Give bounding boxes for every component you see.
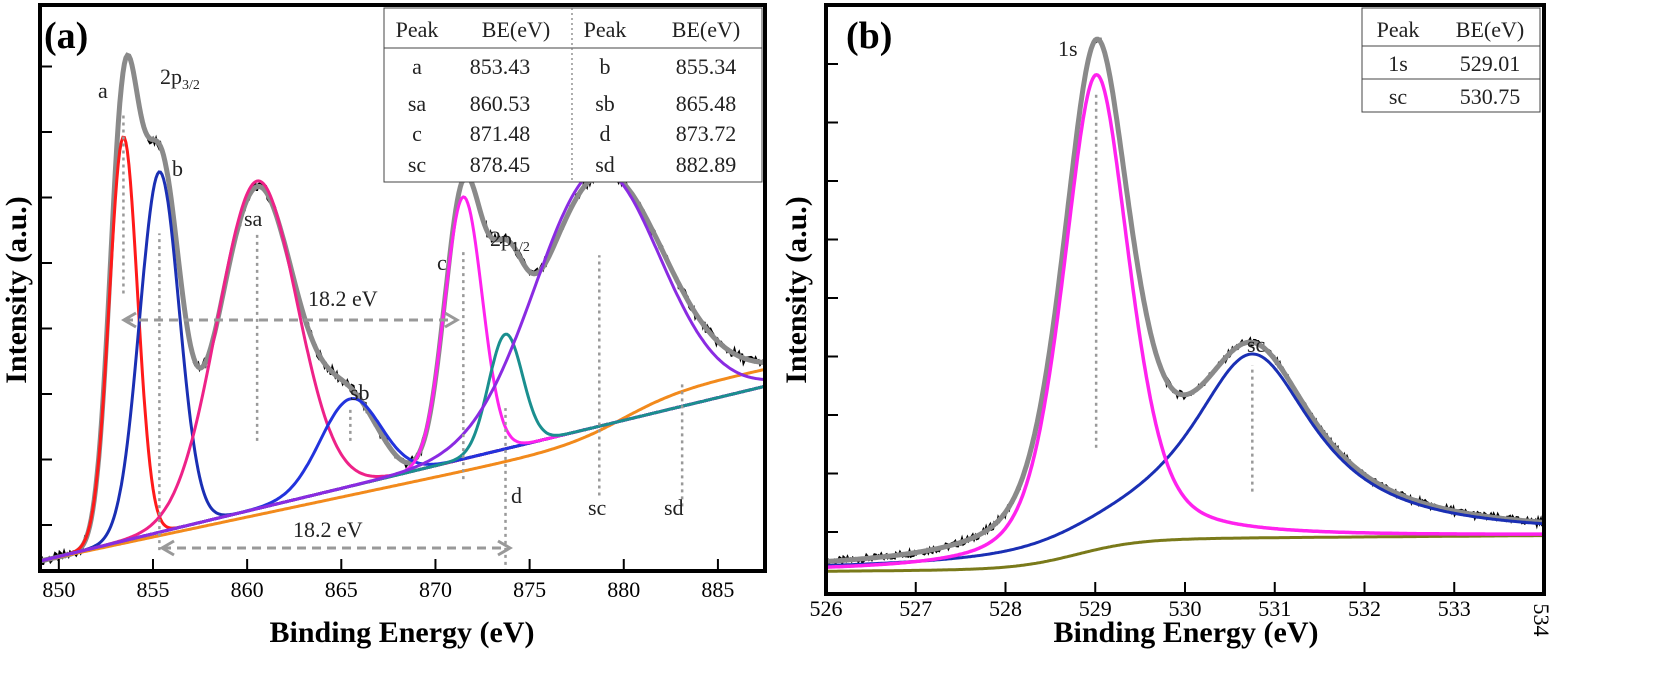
x-tick-label: 531 xyxy=(1258,596,1291,621)
table-a-cell: d xyxy=(600,121,611,146)
peak-label-d: d xyxy=(511,483,522,508)
panel-a-curves xyxy=(38,52,766,572)
x-tick-label: 527 xyxy=(899,596,932,621)
panel-a-xlabel: Binding Energy (eV) xyxy=(269,616,534,649)
table-a-header-peak-1: Peak xyxy=(396,17,439,42)
split-label-upper: 18.2 eV xyxy=(308,286,378,311)
x-tick-label: 528 xyxy=(989,596,1022,621)
label-2p12: 2p1/2 xyxy=(490,226,530,255)
raw-data-line xyxy=(824,36,1544,569)
table-a-header-be-2: BE(eV) xyxy=(672,17,740,42)
x-tick-label: 885 xyxy=(701,577,734,602)
table-b-cell: sc xyxy=(1389,84,1408,109)
background-line xyxy=(826,534,1544,573)
x-tick-label: 533 xyxy=(1438,596,1471,621)
panel-b-frame xyxy=(824,3,1546,596)
panel-a-frame xyxy=(38,3,767,573)
envelope-line xyxy=(825,36,1544,564)
table-a-cell: sd xyxy=(595,152,615,177)
peak-label-sc-b: sc xyxy=(1247,332,1266,357)
panel-b-curves xyxy=(824,36,1544,573)
table-a-cell: sb xyxy=(595,91,615,116)
peak-label-sd: sd xyxy=(664,495,684,520)
envelope-line xyxy=(39,52,765,564)
panel-b: 526 527 528 529 530 531 532 533 534 (b) Binding … xyxy=(780,3,1554,649)
peak-label-sc: sc xyxy=(588,495,607,520)
peak-label-sb: sb xyxy=(350,380,370,405)
table-a-cell: sc xyxy=(408,152,427,177)
peak-1s-line xyxy=(826,72,1544,569)
x-tick-label: 850 xyxy=(42,577,75,602)
x-tick-label: 532 xyxy=(1348,596,1381,621)
x-tick-label: 880 xyxy=(607,577,640,602)
panel-a: 850 855 860 865 870 875 880 885 (a) Binding Ene… xyxy=(0,3,767,649)
table-a-cell: b xyxy=(600,54,611,79)
split-label-lower: 18.2 eV xyxy=(293,517,363,542)
label-2p12-main: 2p xyxy=(490,226,512,251)
panel-a-ylabel: Intensity (a.u.) xyxy=(0,196,33,384)
x-tick-label: 865 xyxy=(325,577,358,602)
label-2p32-sub: 3/2 xyxy=(182,78,200,93)
split-arrow-upper xyxy=(121,311,460,329)
label-2p12-sub: 1/2 xyxy=(512,240,530,255)
x-tick-label: 534 xyxy=(1529,604,1554,637)
table-a-cell: 860.53 xyxy=(470,91,531,116)
peak-label-1s: 1s xyxy=(1058,36,1078,61)
panel-b-label: (b) xyxy=(846,15,892,57)
panel-b-ylabel: Intensity (a.u.) xyxy=(780,196,813,384)
table-a-cell: 853.43 xyxy=(470,54,531,79)
table-b-cell: 1s xyxy=(1388,51,1408,76)
peak-table-b: Peak BE(eV) 1s 529.01 sc 530.75 xyxy=(1361,7,1541,113)
table-a-cell: 882.89 xyxy=(676,152,737,177)
panel-b-xlabel: Binding Energy (eV) xyxy=(1053,616,1318,649)
peak-label-c: c xyxy=(437,250,447,275)
x-tick-label: 530 xyxy=(1169,596,1202,621)
table-a-cell: 878.45 xyxy=(470,152,531,177)
table-a-cell: c xyxy=(412,121,422,146)
peak-label-sa: sa xyxy=(244,206,263,231)
label-2p32-main: 2p xyxy=(160,64,182,89)
table-a-header-peak-2: Peak xyxy=(584,17,627,42)
table-a-header-be-1: BE(eV) xyxy=(482,17,550,42)
x-tick-label: 529 xyxy=(1079,596,1112,621)
x-tick-label: 870 xyxy=(419,577,452,602)
table-b-header-peak: Peak xyxy=(1377,17,1420,42)
table-b-cell: 530.75 xyxy=(1460,84,1521,109)
x-tick-label: 855 xyxy=(136,577,169,602)
table-a-cell: 855.34 xyxy=(676,54,737,79)
peak-c-line xyxy=(39,195,765,563)
panel-a-label: (a) xyxy=(44,15,88,57)
peak-broad-line xyxy=(39,168,765,563)
x-tick-label: 875 xyxy=(513,577,546,602)
panel-a-ticks: 850 855 860 865 870 875 880 885 xyxy=(40,65,734,602)
table-a-cell: 871.48 xyxy=(470,121,531,146)
peak-label-b: b xyxy=(172,156,183,181)
label-2p32: 2p3/2 xyxy=(160,64,200,93)
peak-label-a: a xyxy=(98,78,108,103)
peak-sc-line xyxy=(826,352,1544,567)
table-a-cell: 865.48 xyxy=(676,91,737,116)
table-b-cell: 529.01 xyxy=(1460,51,1521,76)
table-a-cell: sa xyxy=(408,91,427,116)
peak-b-line xyxy=(39,170,765,563)
split-arrow-lower xyxy=(159,539,513,557)
peak-table-a: Peak BE(eV) Peak BE(eV) a 853.43 b 855.3… xyxy=(383,7,763,183)
table-a-cell: a xyxy=(412,54,422,79)
peak-a-line xyxy=(39,135,765,563)
background-line xyxy=(39,368,765,563)
x-tick-label: 526 xyxy=(810,596,843,621)
x-tick-label: 860 xyxy=(231,577,264,602)
table-b-header-be: BE(eV) xyxy=(1456,17,1524,42)
table-a-cell: 873.72 xyxy=(676,121,737,146)
